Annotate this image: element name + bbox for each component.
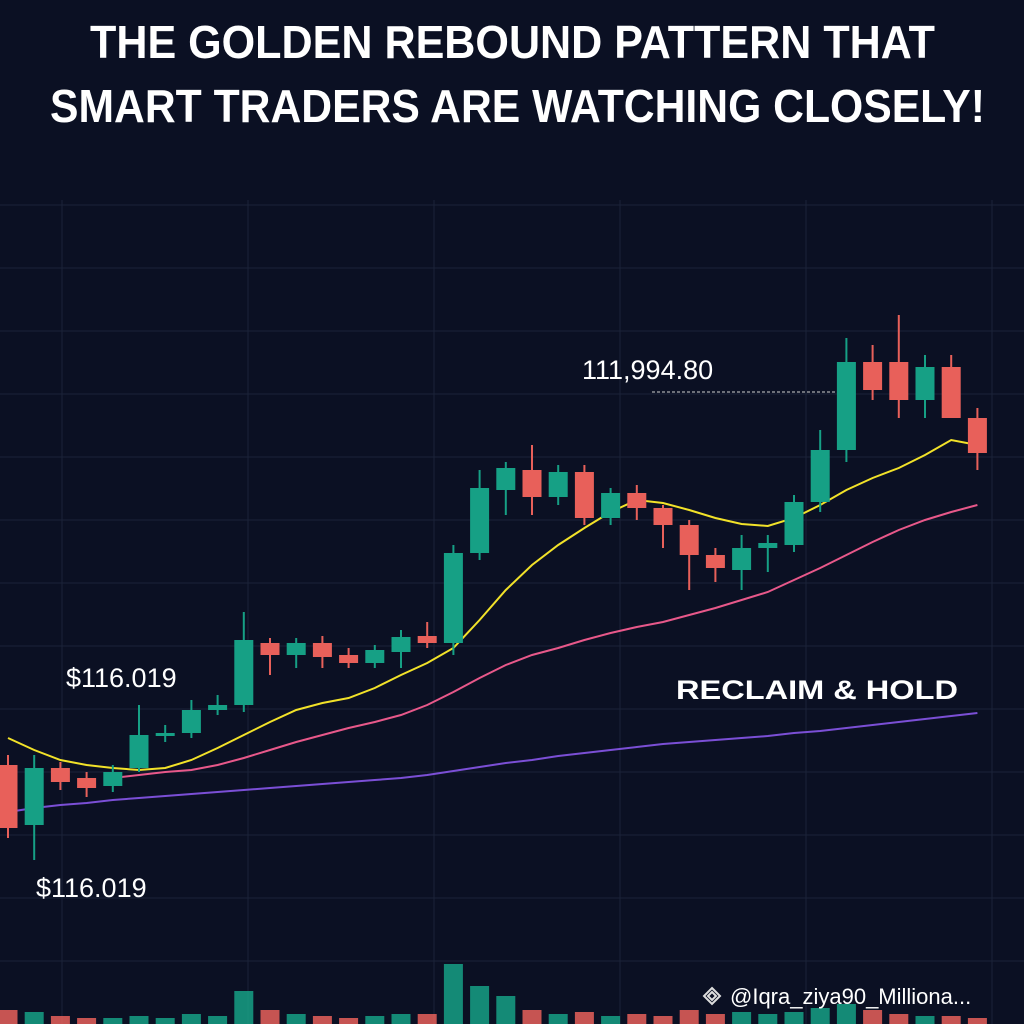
candle-body <box>443 553 463 643</box>
candle-body <box>77 778 97 788</box>
candle-body <box>312 643 332 657</box>
candle-body <box>181 710 201 733</box>
candle-body <box>548 472 568 497</box>
volume-bar <box>889 1014 909 1024</box>
candles <box>0 315 987 860</box>
watermark: @Iqra_ziya90_Milliona... <box>730 984 971 1009</box>
candle-body <box>941 367 961 418</box>
candle-body <box>967 418 987 453</box>
volume-bar <box>705 1014 725 1024</box>
volume-bar <box>77 1018 97 1024</box>
volume-bar <box>784 1012 804 1024</box>
price-annotation: $116.019 <box>36 873 147 903</box>
volume-bar <box>339 1018 359 1024</box>
volume-bar <box>601 1016 621 1024</box>
volume-bar <box>417 1014 437 1024</box>
candle-body <box>234 640 254 705</box>
volume-bar <box>915 1016 935 1024</box>
candle-body <box>653 508 673 525</box>
volume-bar <box>103 1018 123 1024</box>
candle-body <box>915 367 935 400</box>
candle-body <box>103 772 123 786</box>
volume-bar <box>548 1014 568 1024</box>
candle-body <box>601 493 621 518</box>
volume-bar <box>50 1016 70 1024</box>
volume-bar <box>155 1018 175 1024</box>
candle-body <box>758 543 778 548</box>
volume-bar <box>24 1012 44 1024</box>
volume-bar <box>312 1016 332 1024</box>
candle-body <box>470 488 490 553</box>
volume-bar <box>129 1016 149 1024</box>
candle-body <box>522 470 542 497</box>
volume-bar <box>653 1016 673 1024</box>
volume-bar <box>0 1010 18 1024</box>
volume-bar <box>365 1016 385 1024</box>
chart-title: THE GOLDEN REBOUND PATTERN THAT <box>90 16 935 68</box>
candle-body <box>208 705 228 710</box>
volume-bar <box>391 1014 411 1024</box>
candle-body <box>260 643 280 655</box>
volume-bar <box>522 1010 542 1024</box>
moving-average-line <box>7 438 978 772</box>
moving-average-line <box>112 504 978 779</box>
grid <box>0 200 1024 1024</box>
volume-bar <box>863 1010 883 1024</box>
candle-body <box>496 468 516 490</box>
volume-bar <box>470 986 490 1024</box>
candle-body <box>50 768 70 782</box>
candle-body <box>24 768 44 825</box>
candle-body <box>365 650 385 663</box>
candle-body <box>286 643 306 655</box>
moving-average-line <box>7 712 978 813</box>
volume-bar <box>286 1014 306 1024</box>
candle-body <box>339 655 359 663</box>
volume-bar <box>496 996 516 1024</box>
volume-bar <box>679 1010 699 1024</box>
candle-body <box>417 636 437 643</box>
candle-body <box>574 472 594 518</box>
volume-bar <box>181 1014 201 1024</box>
volume-bar <box>574 1012 594 1024</box>
candle-body <box>732 548 752 570</box>
candle-body <box>155 733 175 736</box>
candle-body <box>889 362 909 400</box>
watermark-icon <box>702 986 722 1006</box>
volume-bar <box>810 1008 830 1024</box>
candle-body <box>863 362 883 390</box>
candle-body <box>810 450 830 502</box>
candle-body <box>0 765 18 828</box>
volume-bar <box>443 964 463 1024</box>
candle-body <box>129 735 149 768</box>
candle-body <box>784 502 804 545</box>
volume-bar <box>836 1004 856 1024</box>
candle-body <box>391 637 411 652</box>
callout: RECLAIM & HOLD <box>676 675 958 705</box>
price-annotation: $116.019 <box>66 663 177 693</box>
volume-bar <box>260 1010 280 1024</box>
volume-bar <box>208 1016 228 1024</box>
volume-bar <box>627 1014 647 1024</box>
candle-body <box>627 493 647 508</box>
candle-body <box>836 362 856 450</box>
volume-pane <box>0 964 987 1024</box>
candle-body <box>705 555 725 568</box>
volume-bar <box>941 1016 961 1024</box>
volume-bar <box>732 1012 752 1024</box>
price-annotation: 111,994.80 <box>582 355 713 385</box>
chart-title: SMART TRADERS ARE WATCHING CLOSELY! <box>50 80 985 132</box>
volume-bar <box>234 991 254 1024</box>
moving-averages <box>7 438 978 813</box>
volume-bar <box>758 1014 778 1024</box>
volume-bar <box>967 1018 987 1024</box>
candle-body <box>679 525 699 555</box>
